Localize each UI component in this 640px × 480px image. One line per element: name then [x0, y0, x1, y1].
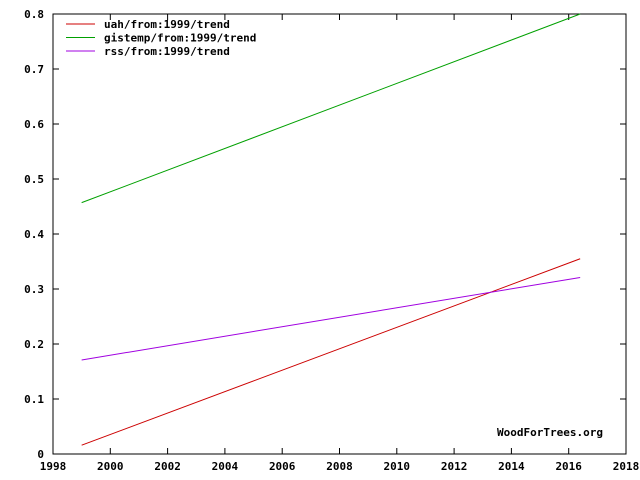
- series-lines: [81, 13, 581, 446]
- y-tick-label: 0: [37, 448, 44, 461]
- y-tick-label: 0.6: [24, 118, 44, 131]
- legend: uah/from:1999/trendgistemp/from:1999/tre…: [66, 18, 256, 58]
- x-tick-label: 2016: [555, 460, 582, 473]
- y-tick-label: 0.1: [24, 393, 44, 406]
- y-tick-label: 0.8: [24, 8, 44, 21]
- x-tick-label: 2012: [441, 460, 468, 473]
- x-tick-label: 2002: [154, 460, 181, 473]
- watermark: WoodForTrees.org: [497, 426, 603, 439]
- y-tick-label: 0.5: [24, 173, 44, 186]
- legend-label: gistemp/from:1999/trend: [104, 32, 256, 45]
- x-tick-label: 1998: [40, 460, 67, 473]
- y-tick-label: 0.2: [24, 338, 44, 351]
- legend-label: rss/from:1999/trend: [104, 45, 230, 58]
- axes: 1998 2000 2002 2004 2006 2008 2010 2012 2014 2016…: [24, 8, 639, 473]
- x-tick-label: 2004: [212, 460, 239, 473]
- x-tick-label: 2010: [384, 460, 411, 473]
- x-tick-label: 2008: [326, 460, 353, 473]
- y-tick-label: 0.7: [24, 63, 44, 76]
- y-tick-label: 0.4: [24, 228, 44, 241]
- plot-frame: [52, 13, 627, 455]
- x-tick-label: 2000: [97, 460, 124, 473]
- x-tick-label: 2018: [613, 460, 640, 473]
- series-line: [81, 258, 581, 446]
- x-tick-label: 2006: [269, 460, 296, 473]
- series-line: [81, 276, 581, 361]
- series-line: [81, 13, 581, 204]
- y-tick-label: 0.3: [24, 283, 44, 296]
- legend-label: uah/from:1999/trend: [104, 18, 230, 31]
- x-tick-label: 2014: [498, 460, 525, 473]
